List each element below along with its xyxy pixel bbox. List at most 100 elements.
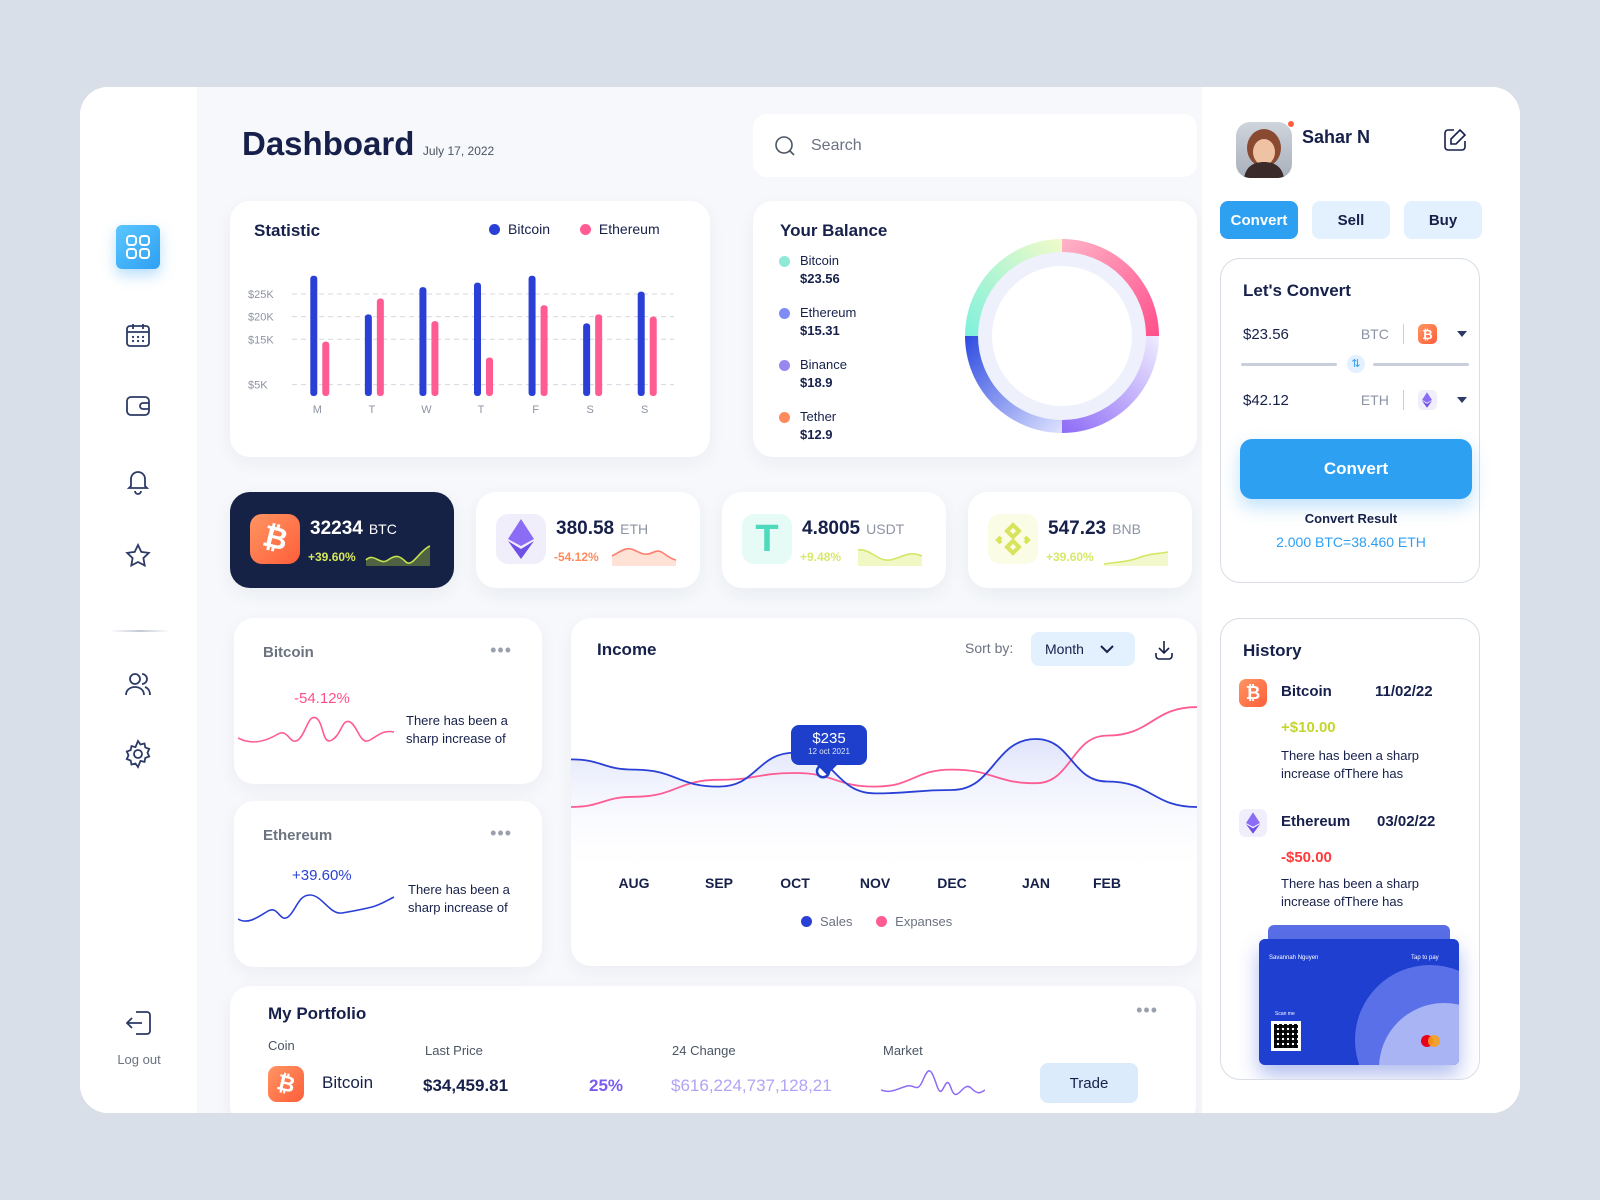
convert-divider [1241,363,1337,366]
payment-card[interactable]: Savannah Nguyen Tap to pay Scan me [1259,939,1459,1065]
ethereum-mini-card: Ethereum ••• +39.60% There has been a sh… [234,801,542,967]
sort-dropdown[interactable]: Month [1031,632,1135,666]
star-icon[interactable] [116,534,160,578]
history-desc: There has been a sharp increase ofThere … [1281,748,1420,781]
sidebar: Log out [80,87,197,1113]
donut-segment-tether [1062,239,1159,336]
balance-item-value: $12.9 [800,427,833,442]
sort-value: Month [1045,641,1084,657]
avatar[interactable] [1236,122,1292,178]
tab-convert[interactable]: Convert [1220,201,1298,239]
convert-from-row[interactable]: $23.56 BTC ₿ [1243,319,1467,349]
tooltip-arrow [817,765,837,775]
chevron-down-icon[interactable] [1456,397,1467,403]
balance-donut-chart [965,239,1159,433]
history-coin: Ethereum [1281,813,1351,830]
logout-icon [125,1011,151,1035]
balance-card: Your Balance Bitcoin $23.56 Ethereum $15.31… [753,201,1197,457]
mini-change: -54.12% [294,690,350,707]
portfolio-change: $616,224,737,128,21 [671,1076,832,1095]
search-bar[interactable]: Search [753,114,1197,177]
income-title: Income [597,640,657,659]
convert-result: 2.000 BTC=38.460 ETH [1276,534,1426,550]
portfolio-title: My Portfolio [268,1004,367,1023]
legend-sales: Sales [801,914,853,929]
chevron-down-icon [1100,645,1114,654]
tab-sell[interactable]: Sell [1312,201,1390,239]
bell-icon[interactable] [116,459,160,503]
legend-dot [779,360,790,371]
bar-bitcoin [310,275,318,396]
calendar-icon[interactable] [116,313,160,357]
history-title: History [1243,641,1302,660]
coin-card-eth[interactable]: 380.58 ETH -54.12% [476,492,700,588]
mini-title: Bitcoin [263,644,314,661]
legend-ethereum: Ethereum [579,221,660,237]
bar-ethereum [486,357,493,396]
x-tick-label: T [368,404,375,416]
bar-bitcoin [419,287,427,396]
more-icon[interactable]: ••• [490,640,512,660]
history-desc: There has been a sharp increase ofThere … [1281,876,1420,909]
x-tick-label: AUG [618,875,649,891]
tab-buy[interactable]: Buy [1404,201,1482,239]
search-input[interactable]: Search [811,136,862,154]
coin-value: 380.58 [556,518,615,539]
sparkline [857,549,923,566]
download-icon[interactable] [1152,638,1176,662]
x-tick-label: SEP [705,875,733,891]
statistic-card: Statistic Bitcoin Ethereum $5K $15K $20K $2… [230,201,710,457]
profile-name: Sahar N [1302,127,1371,147]
income-legend: Sales Expanses [801,914,952,929]
statistic-bar-chart: $5K $15K $20K $25K M T W T F S S [248,275,674,416]
logout-label: Log out [117,1052,161,1067]
sparkline [611,547,677,566]
coin-card-bnb[interactable]: 547.23 BNB +39.60% [968,492,1192,588]
bitcoin-icon: ₿ [250,514,300,564]
convert-divider [1373,363,1469,366]
x-tick-label: OCT [780,875,810,891]
coin-value: 547.23 [1048,518,1107,539]
card-holder: Savannah Nguyen [1269,955,1319,961]
mini-sparkline [238,716,395,743]
income-line-chart: AUG SEP OCT NOV DEC JAN FEB [571,706,1197,891]
trade-button[interactable]: Trade [1040,1063,1138,1103]
bitcoin-icon: ₿ [1239,679,1267,707]
to-value: $42.12 [1243,391,1289,409]
sidebar-divider [110,630,170,632]
binance-icon [988,514,1038,564]
to-unit: ETH [1360,392,1389,408]
balance-item-value: $18.9 [800,375,833,390]
balance-item-name: Bitcoin [800,253,840,268]
bar-ethereum [595,314,603,396]
convert-button[interactable]: Convert [1240,439,1472,499]
dashboard-icon[interactable] [116,225,160,269]
coin-card-usdt[interactable]: T 4.8005 USDT +9.48% [722,492,946,588]
portfolio-price: $34,459.81 [423,1076,509,1095]
sales-area [571,739,1197,878]
mini-change: +39.60% [292,867,352,884]
balance-title: Your Balance [780,221,888,240]
bitcoin-icon: ₿ [1417,324,1437,344]
header-last-price: Last Price [425,1043,483,1058]
coin-change: -54.12% [554,550,599,564]
edit-icon[interactable] [1442,127,1468,153]
history-amount: -$50.00 [1281,849,1332,866]
more-icon[interactable]: ••• [490,823,512,843]
swap-icon[interactable]: ⇅ [1347,355,1365,373]
search-icon [775,135,795,156]
convert-to-row[interactable]: $42.12 ETH [1243,385,1467,415]
coin-value: 4.8005 [802,518,861,539]
wallet-icon[interactable] [116,384,160,428]
users-icon[interactable] [116,662,160,706]
coin-unit: USDT [866,521,905,537]
settings-icon[interactable] [116,732,160,776]
coin-card-btc[interactable]: ₿ 32234 BTC +39.60% [230,492,454,588]
convert-card: Let's Convert $23.56 BTC ₿ ⇅ $42.12 ETH … [1220,258,1480,583]
x-tick-label: FEB [1093,875,1121,891]
chevron-down-icon[interactable] [1456,331,1467,337]
more-icon[interactable]: ••• [1136,1000,1158,1020]
logout-button[interactable]: Log out [100,1007,178,1067]
sparkline [1103,551,1169,566]
ethereum-icon [1417,390,1437,410]
